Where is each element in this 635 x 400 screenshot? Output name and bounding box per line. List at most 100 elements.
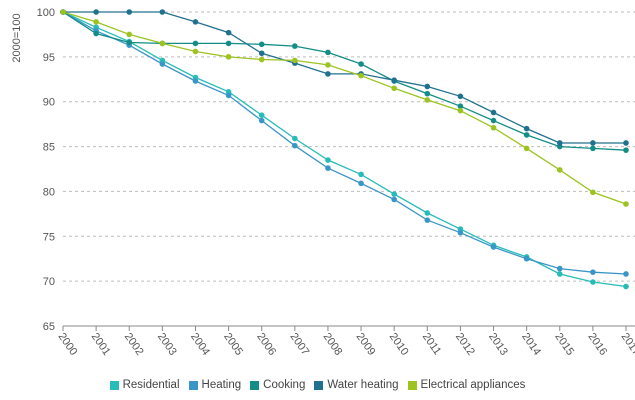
legend-item: Cooking (250, 379, 305, 391)
data-point (424, 83, 431, 90)
x-tick-label: 2003 (155, 331, 179, 358)
data-point (391, 85, 397, 92)
data-point (292, 142, 298, 149)
series-water-heating (60, 9, 629, 146)
x-tick-label: 2002 (122, 331, 146, 358)
data-point (490, 124, 497, 131)
x-tick-label: 2017 (619, 331, 635, 358)
data-point (192, 19, 199, 25)
legend-swatch (250, 380, 260, 390)
x-tick-label: 2007 (287, 331, 311, 358)
data-point (523, 132, 530, 138)
data-point (391, 191, 397, 197)
data-point (225, 92, 232, 99)
data-point (556, 271, 563, 277)
data-point (60, 9, 66, 15)
data-point (391, 77, 397, 83)
data-point (93, 19, 99, 25)
data-point (590, 140, 596, 146)
data-point (292, 57, 298, 64)
series-line (62, 11, 627, 275)
x-tick-label: 2009 (354, 331, 378, 358)
legend-swatch (407, 380, 417, 390)
x-tick-label: 2008 (320, 331, 344, 358)
legend-swatch (188, 380, 198, 390)
data-point (623, 271, 629, 277)
data-point (258, 117, 265, 124)
data-point (391, 196, 397, 203)
y-axis-label: 2000=100 (11, 13, 23, 62)
data-point (358, 171, 364, 178)
legend: Residential Heating Cooking Water heating El… (0, 379, 635, 391)
y-tick-label: 75 (43, 231, 55, 243)
data-point (623, 147, 629, 153)
data-point (590, 269, 596, 275)
data-point (358, 180, 364, 187)
data-point (325, 157, 331, 163)
data-point (325, 62, 331, 68)
data-point (523, 255, 530, 262)
data-point (424, 97, 431, 103)
y-tick-label: 65 (43, 321, 55, 333)
y-tick-label: 95 (43, 52, 55, 64)
data-point (258, 112, 265, 118)
data-point (623, 140, 629, 146)
data-point (292, 43, 298, 49)
x-tick-label: 2005 (221, 331, 245, 358)
data-point (457, 107, 464, 114)
legend-swatch (314, 380, 324, 390)
x-tick-label: 2014 (519, 331, 543, 358)
data-point (192, 78, 199, 84)
y-tick-label: 80 (43, 186, 55, 198)
legend-label: Cooking (263, 379, 306, 391)
data-point (325, 71, 331, 77)
x-tick-label: 2004 (188, 331, 212, 358)
series-line (62, 11, 627, 205)
x-tick-label: 2013 (486, 331, 510, 358)
series-residential (60, 9, 629, 290)
data-point (159, 40, 166, 47)
data-point (192, 48, 199, 55)
data-point (325, 165, 331, 171)
series-line (63, 11, 626, 144)
data-point (225, 40, 232, 47)
data-point (590, 145, 596, 152)
data-point (258, 56, 265, 63)
data-point (424, 210, 431, 216)
y-tick-label: 90 (43, 97, 55, 109)
legend-item: Electrical appliances (407, 379, 525, 391)
data-point (590, 189, 596, 196)
series-line (62, 11, 627, 151)
data-point (490, 244, 497, 250)
x-tick-label: 2011 (420, 331, 443, 357)
data-point (159, 9, 166, 15)
y-tick-label: 70 (43, 276, 55, 288)
legend-item: Water heating (314, 379, 399, 391)
series-line (62, 11, 627, 288)
data-point (457, 229, 464, 236)
data-point (490, 117, 497, 124)
legend-label: Residential (122, 379, 180, 391)
series-cooking (60, 9, 629, 153)
x-tick-label: 2012 (453, 331, 477, 358)
legend-item: Residential (109, 379, 180, 391)
x-tick-label: 2016 (585, 331, 609, 358)
data-point (523, 125, 530, 132)
x-tick-label: 2015 (552, 331, 576, 358)
data-point (93, 9, 99, 15)
data-point (424, 217, 431, 223)
x-tick-label: 2000 (56, 331, 80, 358)
data-point (93, 30, 99, 37)
series-electrical-appliances (60, 9, 629, 207)
axes: 65 70 75 80 85 90 95 100 2000 2001 2002 2003 2004 200… (37, 7, 635, 358)
x-tick-label: 2010 (387, 331, 411, 358)
data-point (225, 54, 232, 60)
data-point (358, 72, 364, 79)
data-point (358, 61, 364, 67)
data-point (556, 265, 563, 272)
data-point (292, 135, 298, 142)
data-point (126, 39, 133, 46)
data-point (457, 103, 464, 109)
x-tick-label: 2006 (254, 331, 278, 358)
